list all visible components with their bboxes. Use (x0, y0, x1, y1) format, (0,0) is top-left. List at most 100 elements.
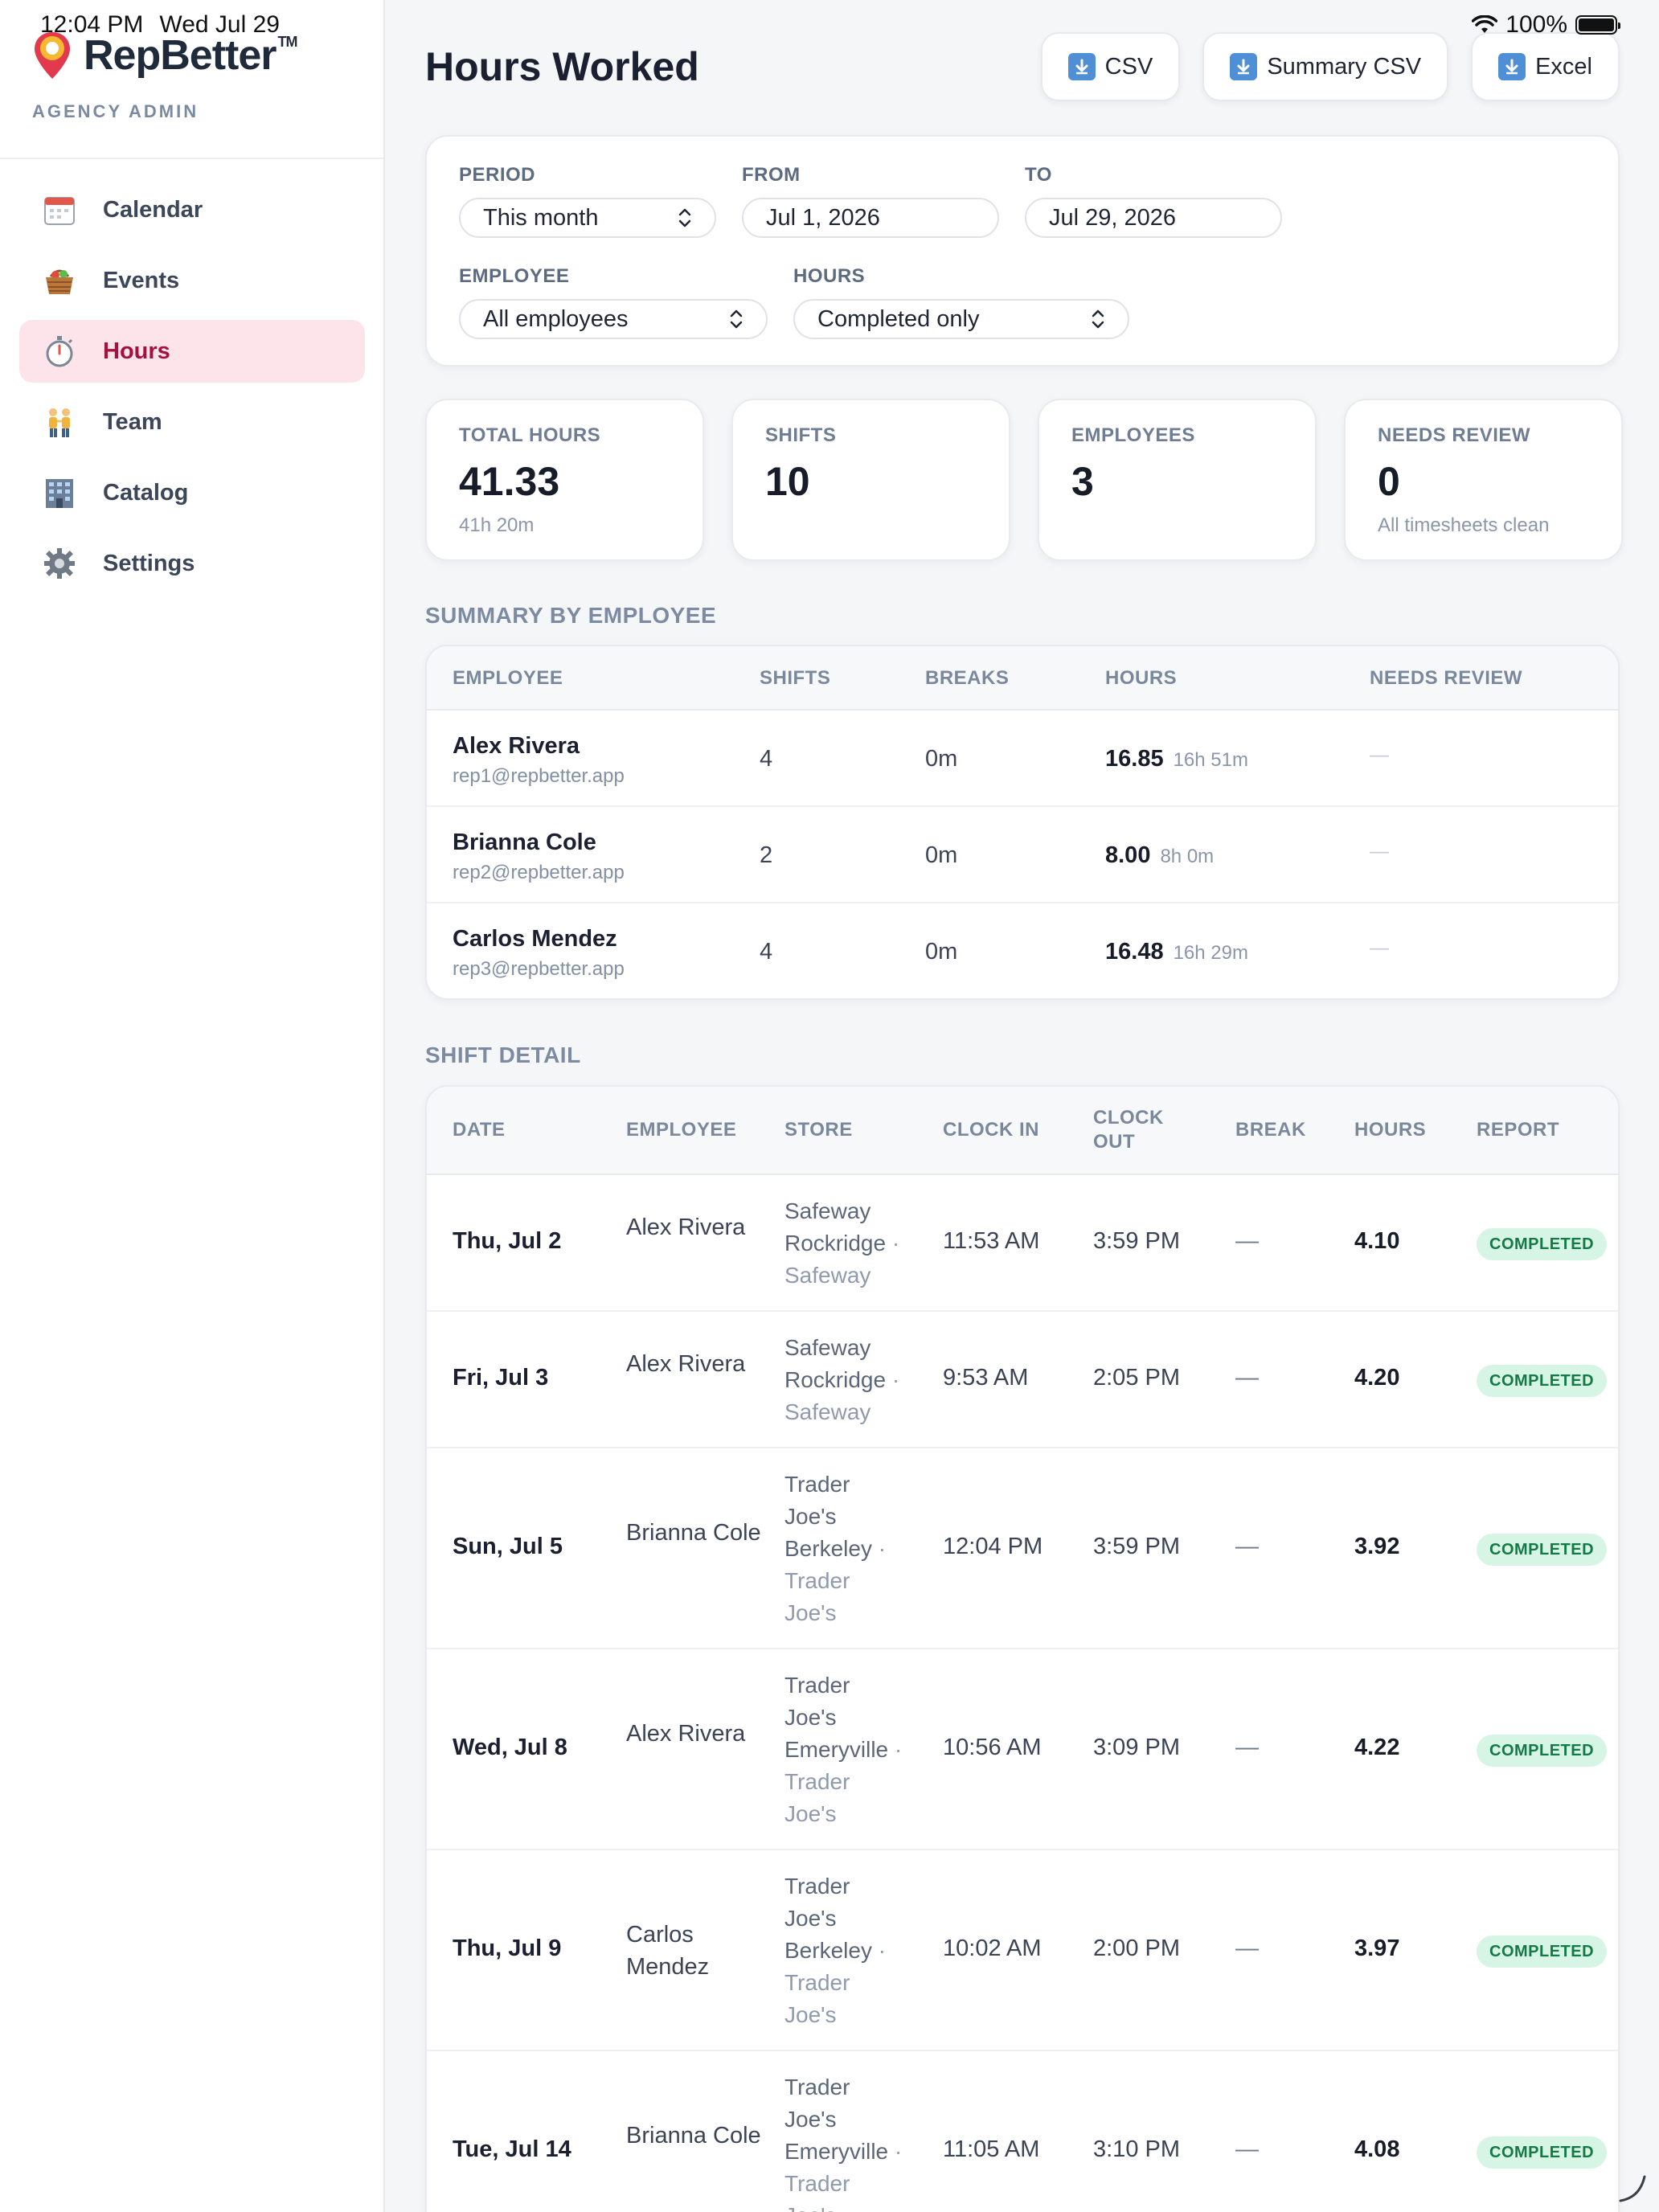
building-icon (42, 475, 77, 510)
status-badge[interactable]: COMPLETED (1477, 1936, 1608, 1968)
table-row[interactable]: Thu, Jul 2 Alex Rivera Safeway Rockridge… (427, 1175, 1618, 1312)
employee-select[interactable]: All employees (459, 299, 768, 339)
status-badge[interactable]: COMPLETED (1477, 1534, 1608, 1566)
stat-card-total-hours: TOTAL HOURS 41.33 41h 20m (425, 399, 704, 561)
table-row[interactable]: Brianna Cole rep2@repbetter.app 2 0m 8.0… (427, 807, 1618, 903)
team-icon (42, 404, 77, 440)
status-time: 12:04 PM (40, 11, 144, 38)
summary-table-header: EMPLOYEE SHIFTS BREAKS HOURS NEEDS REVIE… (427, 646, 1618, 711)
break-cell: — (1235, 2136, 1259, 2162)
stopwatch-icon (42, 334, 77, 369)
resize-handle-icon[interactable] (1616, 2170, 1649, 2204)
stat-label: SHIFTS (765, 424, 837, 446)
excel-export-button[interactable]: Excel (1471, 32, 1620, 101)
hours-decimal: 16.85 (1105, 746, 1164, 772)
shift-detail-table-header: DATE EMPLOYEE STORE CLOCK IN CLOCK OUT B… (427, 1087, 1618, 1175)
hours-decimal: 16.48 (1105, 939, 1164, 965)
store-chain: · Trader Joe's (784, 2139, 903, 2212)
shift-employee: Alex Rivera (626, 1215, 746, 1240)
stat-label: TOTAL HOURS (459, 424, 601, 446)
table-row[interactable]: Carlos Mendez rep3@repbetter.app 4 0m 16… (427, 903, 1618, 998)
hours-cell: 16.85 16h 51m (1105, 746, 1248, 772)
stat-subtext: All timesheets clean (1378, 514, 1550, 536)
employee-name: Alex Rivera (453, 733, 580, 759)
status-badge[interactable]: COMPLETED (1477, 1735, 1608, 1767)
sidebar-item-calendar[interactable]: Calendar (19, 178, 365, 241)
column-header: REPORT (1477, 1119, 1560, 1141)
needs-review-cell: — (1370, 744, 1389, 766)
store-name: Trader Joe's Berkeley (784, 1472, 872, 1561)
hours-select[interactable]: Completed only (793, 299, 1129, 339)
store-chain: · Safeway (784, 1231, 900, 1288)
download-icon (1230, 53, 1258, 80)
status-date: Wed Jul 29 (159, 11, 280, 38)
status-badge[interactable]: COMPLETED (1477, 1365, 1608, 1397)
employee-name: Carlos Mendez (453, 926, 617, 952)
map-pin-logo-icon (35, 32, 70, 79)
hours-field: HOURS Completed only (793, 265, 1129, 339)
from-date-input[interactable]: Jul 1, 2026 (742, 198, 999, 238)
csv-export-button[interactable]: CSV (1040, 32, 1181, 101)
shift-detail-section-title: SHIFT DETAIL (425, 1043, 581, 1067)
sidebar-item-label: Settings (103, 550, 195, 576)
store-chain: · Safeway (784, 1367, 900, 1424)
shift-date: Wed, Jul 8 (453, 1735, 567, 1760)
shift-date: Fri, Jul 3 (453, 1365, 549, 1391)
employee-label: EMPLOYEE (459, 265, 570, 287)
table-row[interactable]: Wed, Jul 8 Alex Rivera Trader Joe's Emer… (427, 1649, 1618, 1850)
column-header: BREAKS (925, 667, 1010, 689)
stat-value: 10 (765, 459, 810, 504)
excel-export-label: Excel (1535, 53, 1592, 80)
sidebar-item-team[interactable]: Team (19, 391, 365, 453)
summary-csv-export-button[interactable]: Summary CSV (1202, 32, 1449, 101)
store-chain: · Trader Joe's (784, 1737, 903, 1826)
table-row[interactable]: Fri, Jul 3 Alex Rivera Safeway Rockridge… (427, 1312, 1618, 1448)
clock-out: 3:59 PM (1093, 1534, 1180, 1559)
column-header: BREAK (1235, 1119, 1306, 1141)
clock-in: 11:53 AM (943, 1228, 1040, 1254)
shifts-cell: 4 (760, 746, 773, 772)
period-value: This month (483, 204, 599, 231)
column-header: HOURS (1354, 1119, 1427, 1141)
sidebar-item-settings[interactable]: Settings (19, 532, 365, 595)
brand-logo[interactable]: RepBetter TM (32, 31, 298, 80)
status-badge[interactable]: COMPLETED (1477, 2136, 1608, 2169)
shift-employee: Alex Rivera (626, 1721, 746, 1747)
summary-section-title: SUMMARY BY EMPLOYEE (425, 603, 717, 628)
shift-store: Trader Joe's Emeryville · Trader Joe's (784, 2071, 905, 2212)
hours-decimal: 8.00 (1105, 842, 1151, 868)
table-row[interactable]: Thu, Jul 9 Carlos Mendez Trader Joe's Be… (427, 1850, 1618, 2051)
stat-value: 41.33 (459, 459, 560, 504)
clock-in: 10:56 AM (943, 1735, 1042, 1760)
store-name: Trader Joe's Berkeley (784, 1874, 872, 1963)
sidebar-item-catalog[interactable]: Catalog (19, 461, 365, 524)
status-badge[interactable]: COMPLETED (1477, 1228, 1608, 1260)
needs-review-cell: — (1370, 937, 1389, 959)
page-title: Hours Worked (425, 44, 699, 89)
period-select[interactable]: This month (459, 198, 716, 238)
clock-in: 11:05 AM (943, 2136, 1040, 2162)
shift-hours: 4.08 (1354, 2136, 1400, 2162)
table-row[interactable]: Alex Rivera rep1@repbetter.app 4 0m 16.8… (427, 711, 1618, 807)
employee-name: Brianna Cole (453, 830, 596, 855)
to-date-input[interactable]: Jul 29, 2026 (1025, 198, 1282, 238)
sidebar-item-hours[interactable]: Hours (19, 320, 365, 383)
chevron-updown-icon (678, 208, 691, 227)
calendar-icon (42, 192, 77, 227)
shift-store: Trader Joe's Emeryville · Trader Joe's (784, 1669, 905, 1830)
hours-cell: 16.48 16h 29m (1105, 939, 1248, 965)
stat-card-shifts: SHIFTS 10 (731, 399, 1010, 561)
shift-hours: 3.97 (1354, 1936, 1400, 1961)
sidebar-item-events[interactable]: Events (19, 249, 365, 312)
employee-email: rep2@repbetter.app (453, 862, 625, 883)
status-bar-clock: 12:04 PM Wed Jul 29 (40, 11, 280, 39)
employee-email: rep3@repbetter.app (453, 958, 625, 980)
clock-out: 3:59 PM (1093, 1228, 1180, 1254)
breaks-cell: 0m (925, 939, 958, 965)
store-name: Trader Joe's Emeryville (784, 1673, 889, 1762)
sidebar-item-label: Events (103, 267, 180, 293)
shift-hours: 4.10 (1354, 1228, 1400, 1254)
sidebar-item-label: Calendar (103, 196, 203, 223)
table-row[interactable]: Sun, Jul 5 Brianna Cole Trader Joe's Ber… (427, 1448, 1618, 1649)
table-row[interactable]: Tue, Jul 14 Brianna Cole Trader Joe's Em… (427, 2051, 1618, 2212)
